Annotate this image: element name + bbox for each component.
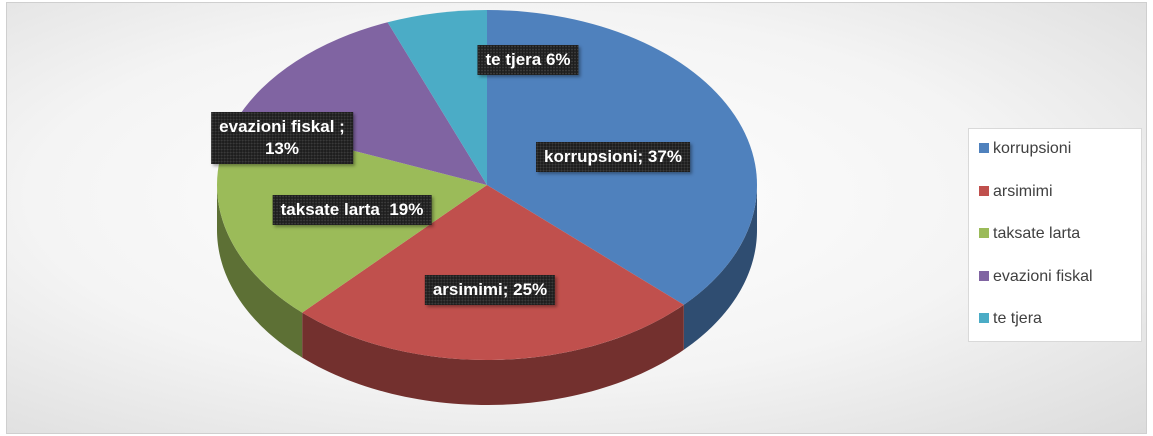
legend-swatch (979, 143, 989, 153)
data-label: arsimimi; 25% (424, 275, 556, 305)
legend-label: korrupsioni (993, 140, 1072, 157)
pie-side (302, 304, 684, 405)
legend-label: te tjera (993, 310, 1042, 327)
data-label: te tjera 6% (477, 45, 579, 75)
pie-side (683, 185, 757, 350)
legend-label: evazioni fiskal (993, 267, 1093, 285)
legend-item: arsimimi (979, 182, 1053, 202)
pie-slice (387, 10, 487, 185)
legend-item: korrupsioni (979, 139, 1071, 159)
legend-swatch (979, 313, 989, 323)
legend-item: te tjera (979, 309, 1042, 329)
data-label: taksate larta 19% (272, 195, 432, 225)
legend: korrupsioni arsimimi taksate larta evazioni… (968, 128, 1142, 342)
pie-slice (302, 185, 684, 361)
legend-swatch (979, 270, 989, 281)
data-label: korrupsioni; 37% (536, 142, 690, 172)
legend-label: arsimimi (993, 182, 1053, 200)
data-label: evazioni fiskal ; 13% (211, 112, 353, 164)
legend-swatch (979, 185, 989, 196)
legend-item: taksate larta (979, 224, 1080, 244)
pie-side (217, 185, 303, 358)
legend-swatch (979, 228, 989, 238)
pie-slice (235, 22, 487, 185)
legend-label: taksate larta (993, 225, 1081, 242)
legend-item: evazioni fiskal (979, 267, 1093, 287)
